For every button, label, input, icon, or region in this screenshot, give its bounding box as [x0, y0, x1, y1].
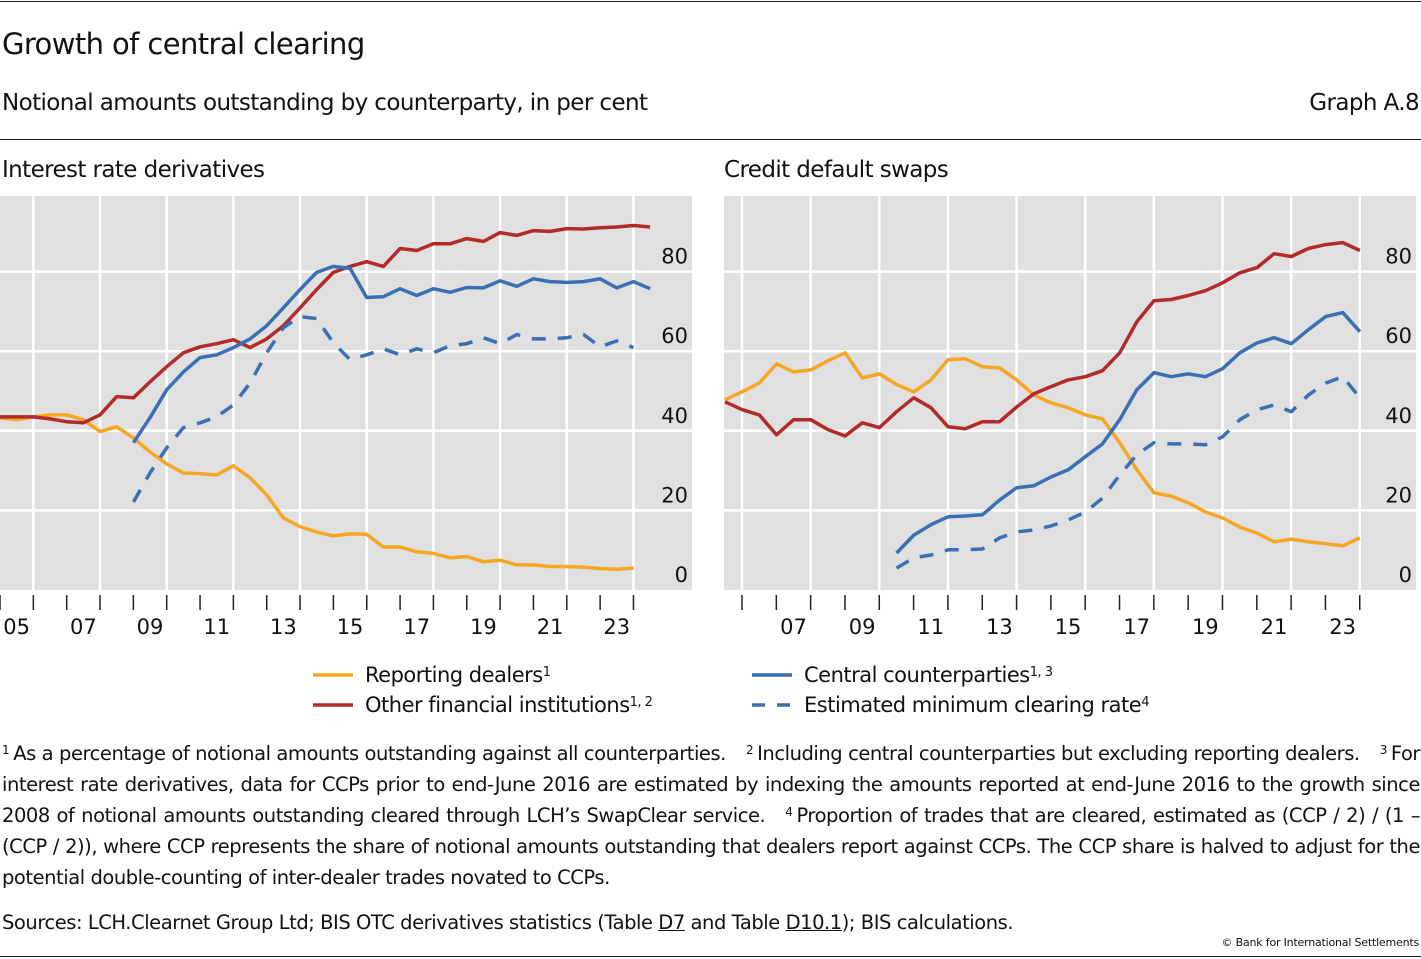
series-line-ccp: [131, 264, 651, 444]
x-tick-label: 21: [1261, 615, 1288, 639]
y-tick-label: 60: [661, 324, 688, 348]
y-tick-label: 0: [1399, 563, 1412, 587]
footnote-1-number: 1: [2, 743, 10, 757]
x-tick-label: 09: [137, 615, 164, 639]
legend-swatch-ccp: [752, 673, 792, 677]
x-tick-label: 19: [470, 615, 497, 639]
y-tick-label: 60: [1385, 324, 1412, 348]
series-line-emcr: [895, 374, 1362, 570]
top-rule: [0, 1, 1421, 2]
legend-swatch-ofi: [313, 703, 353, 707]
panel-title-irs: Interest rate derivatives: [2, 157, 265, 183]
legend-item-dealers: Reporting dealers 1: [313, 660, 652, 690]
x-tick-label: 15: [1055, 615, 1082, 639]
series-line-ofi: [0, 223, 651, 425]
footnote-4-text: Proportion of trades that are cleared, e…: [2, 804, 1420, 889]
series-line-dealers: [724, 351, 1361, 548]
sources-prefix: Sources: LCH.Clearnet Group Ltd; BIS OTC…: [2, 911, 659, 934]
header-rule: [0, 139, 1421, 140]
legend-label-ofi: Other financial institutions: [365, 693, 630, 717]
legend-swatch-dealers: [313, 673, 353, 677]
x-tick-label: 07: [780, 615, 807, 639]
legend-item-ofi: Other financial institutions 1, 2: [313, 690, 653, 720]
y-tick-label: 20: [1385, 483, 1412, 507]
y-tick-label: 80: [661, 245, 688, 269]
footnote-2-text: Including central counterparties but exc…: [757, 742, 1360, 765]
sources-suffix: ); BIS calculations.: [841, 911, 1014, 934]
chart-interest-rate-derivatives: 0 20 40 60 80 05 07 09 11 13 15 17 19 21 23: [0, 196, 692, 639]
series-line-ofi: [724, 240, 1361, 438]
y-tick-label: 20: [661, 483, 688, 507]
footnote-2-number: 2: [745, 743, 754, 757]
legend-item-emcr: Estimated minimum clearing rate 4: [752, 690, 1149, 720]
legend-sup-ccp: 1, 3: [1029, 664, 1053, 680]
series-line-dealers: [0, 413, 634, 572]
bottom-rule: [0, 956, 1421, 957]
series-line-ccp: [895, 310, 1362, 555]
legend-column-left: Reporting dealers 1 Other financial insti…: [313, 660, 653, 720]
x-tick-label: 13: [986, 615, 1013, 639]
legend-sup-emcr: 4: [1141, 694, 1149, 710]
x-tick-label: 19: [1192, 615, 1219, 639]
x-tick-label: 17: [1123, 615, 1150, 639]
legend-swatch-emcr: [752, 703, 792, 707]
sources-note: Sources: LCH.Clearnet Group Ltd; BIS OTC…: [2, 911, 1014, 934]
footnote-1-text: As a percentage of notional amounts outs…: [13, 742, 726, 765]
y-tick-label: 40: [661, 404, 688, 428]
x-tick-label: 15: [337, 615, 364, 639]
sources-middle: and Table: [684, 911, 786, 934]
table-d10-1-link[interactable]: D10.1: [785, 911, 843, 934]
panel-title-cds: Credit default swaps: [724, 157, 949, 183]
x-tick-label: 23: [603, 615, 630, 639]
plot-background: [0, 196, 692, 590]
footnote-3-number: 3: [1379, 743, 1388, 757]
x-tick-label: 21: [537, 615, 564, 639]
x-tick-label: 07: [70, 615, 97, 639]
legend-column-right: Central counterparties 1, 3 Estimated min…: [752, 660, 1149, 720]
y-tick-label: 0: [675, 563, 688, 587]
x-tick-label: 13: [270, 615, 297, 639]
table-d7-link[interactable]: D7: [658, 911, 685, 934]
copyright-note: © Bank for International Settlements: [1221, 936, 1420, 949]
x-tick-label: 11: [203, 615, 230, 639]
x-tick-label: 05: [3, 615, 30, 639]
legend-label-ccp: Central counterparties: [804, 663, 1030, 687]
x-tick-label: 09: [849, 615, 876, 639]
legend-sup-dealers: 1: [542, 664, 551, 680]
footnote-4-number: 4: [785, 805, 793, 819]
y-tick-label: 80: [1385, 245, 1412, 269]
legend-item-ccp: Central counterparties 1, 3: [752, 660, 1149, 690]
chart-title: Growth of central clearing: [2, 27, 365, 61]
x-tick-label: 17: [403, 615, 430, 639]
legend-label-emcr: Estimated minimum clearing rate: [804, 693, 1142, 717]
x-tick-label: 11: [917, 615, 944, 639]
graph-number: Graph A.8: [1309, 90, 1419, 116]
chart-credit-default-swaps: 0 20 40 60 80 07 09 11 13 15 17 19 21 23: [724, 196, 1416, 639]
legend-label-dealers: Reporting dealers: [365, 663, 543, 687]
y-tick-label: 40: [1385, 404, 1412, 428]
footnotes: 1 As a percentage of notional amounts out…: [2, 738, 1420, 893]
chart-subtitle: Notional amounts outstanding by counterp…: [2, 90, 648, 116]
plot-background: [724, 196, 1416, 590]
legend-sup-ofi: 1, 2: [629, 694, 653, 710]
x-tick-label: 23: [1329, 615, 1356, 639]
footnote-3-text: For interest rate derivatives, data for …: [2, 742, 1420, 827]
